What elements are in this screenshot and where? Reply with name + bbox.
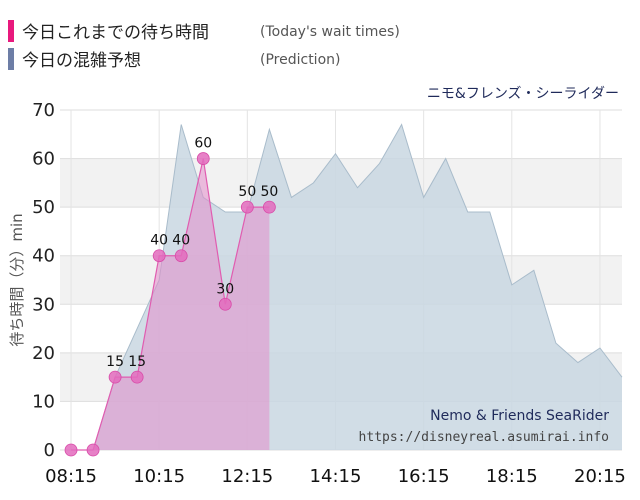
legend: 今日これまでの待ち時間 (Today's wait times) 今日の混雑予想… [8, 20, 400, 71]
data-label: 15 [128, 354, 146, 370]
legend-label-prediction: 今日の混雑予想 [22, 51, 141, 71]
y-axis-label: 待ち時間（分）min [8, 213, 26, 346]
data-label: 50 [238, 184, 256, 200]
today-point [152, 249, 166, 263]
x-tick-label: 08:15 [45, 466, 97, 487]
x-tick-label: 16:15 [398, 466, 450, 487]
today-series: 15 15 40 40 60 30 50 50 [64, 136, 278, 457]
x-tick-label: 20:15 [574, 466, 626, 487]
data-label: 40 [150, 233, 168, 249]
data-label: 60 [194, 136, 212, 152]
today-point [240, 200, 254, 214]
legend-label-today: 今日これまでの待ち時間 [22, 23, 209, 43]
legend-swatch-prediction [8, 48, 14, 70]
x-tick-label: 18:15 [486, 466, 538, 487]
x-tick-label: 12:15 [221, 466, 273, 487]
credit-ride-name: Nemo & Friends SeaRider [430, 408, 609, 424]
data-label: 50 [260, 184, 278, 200]
today-point [262, 200, 276, 214]
chart-title: ニモ&フレンズ・シーライダー [427, 86, 619, 102]
y-axis-ticks: 0 10 20 30 40 50 60 70 [32, 100, 55, 461]
today-point [108, 370, 122, 384]
today-point [130, 370, 144, 384]
today-point [86, 443, 100, 457]
today-point [174, 249, 188, 263]
today-point [218, 297, 232, 311]
y-tick-label: 70 [32, 100, 55, 121]
today-line [71, 158, 270, 451]
y-tick-label: 30 [32, 294, 55, 315]
data-label: 30 [216, 281, 234, 297]
data-label: 40 [172, 233, 190, 249]
legend-sub-prediction: (Prediction) [260, 52, 340, 68]
y-tick-label: 0 [44, 440, 55, 461]
x-tick-label: 10:15 [133, 466, 185, 487]
y-tick-label: 20 [32, 343, 55, 364]
plot-band [60, 110, 622, 159]
y-tick-label: 60 [32, 149, 55, 170]
today-point [64, 443, 78, 457]
legend-sub-today: (Today's wait times) [260, 24, 400, 40]
x-tick-label: 14:15 [310, 466, 362, 487]
credit-url: https://disneyreal.asumirai.info [359, 430, 609, 445]
y-tick-label: 40 [32, 246, 55, 267]
y-tick-label: 50 [32, 197, 55, 218]
x-axis-ticks: 08:15 10:15 12:15 14:15 16:15 18:15 20:15 [45, 466, 626, 487]
data-label: 15 [106, 354, 124, 370]
today-point [196, 152, 210, 165]
y-tick-label: 10 [32, 391, 55, 412]
legend-swatch-today [8, 20, 14, 42]
